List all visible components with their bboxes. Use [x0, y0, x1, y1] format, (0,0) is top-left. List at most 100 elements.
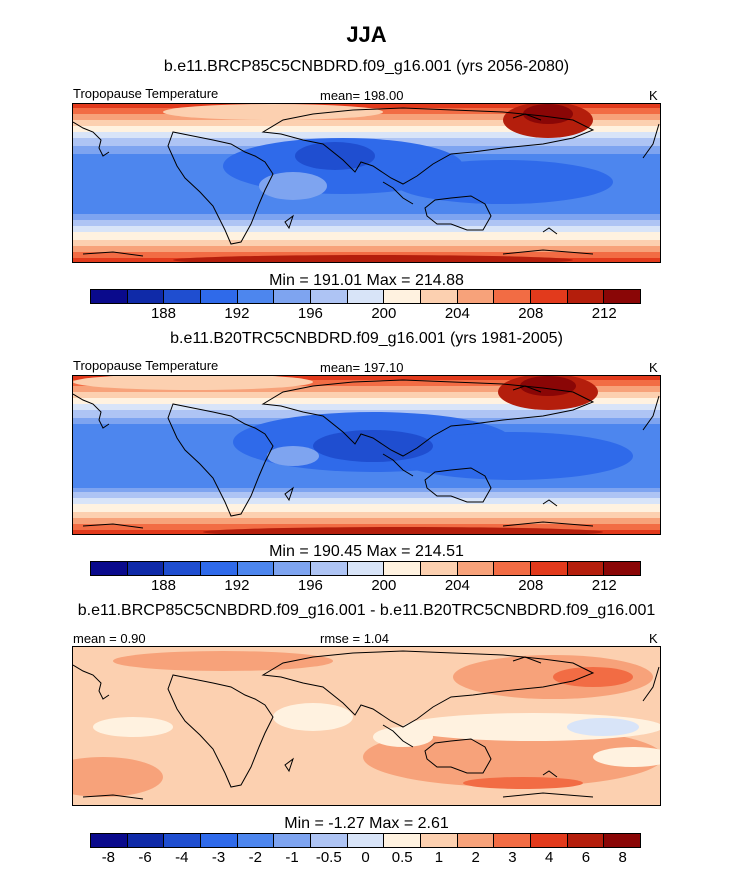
colorbar-tick-label: 200	[371, 305, 397, 322]
colorbar-box	[531, 834, 568, 847]
colorbar-tick-label: 8	[618, 849, 627, 866]
panel2-colorbar-ticks: 188 192 196 200 204 208 212	[90, 577, 641, 597]
colorbar-tick-label: 192	[224, 577, 250, 594]
colorbar-box	[347, 834, 385, 847]
colorbar-box	[347, 562, 385, 575]
colorbar-box	[604, 834, 641, 847]
colorbar-box	[311, 290, 348, 303]
colorbar-box	[421, 562, 458, 575]
colorbar-box	[457, 562, 495, 575]
colorbar-tick-label: 0.5	[391, 849, 413, 866]
colorbar-tick-label: 188	[150, 577, 176, 594]
colorbar-box	[421, 290, 458, 303]
colorbar-tick-label: -2	[248, 849, 262, 866]
panel1-colorbar	[90, 289, 641, 304]
colorbar-tick-label: -3	[211, 849, 226, 866]
panel3-units-label: K	[649, 631, 658, 646]
panel3-rmse-label: rmse = 1.04	[320, 631, 390, 646]
colorbar-box	[237, 834, 275, 847]
colorbar-tick-label: 4	[544, 849, 554, 866]
colorbar-tick-label: 204	[444, 305, 470, 322]
panel3-minmax: Min = -1.27 Max = 2.61	[284, 815, 449, 832]
colorbar-box	[421, 834, 458, 847]
panel3-mean-label: mean = 0.90	[73, 631, 146, 646]
colorbar-tick-label: 200	[371, 577, 397, 594]
colorbar-box	[494, 290, 532, 303]
colorbar-box	[567, 290, 605, 303]
panel3-map	[72, 646, 661, 806]
figure-title: JJA	[346, 22, 387, 47]
colorbar-box	[494, 834, 532, 847]
colorbar-box	[127, 834, 165, 847]
panel1-map	[72, 103, 661, 263]
colorbar-tick-label: -6	[138, 849, 152, 866]
colorbar-box	[91, 562, 128, 575]
panel1-mean-label: mean= 198.00	[320, 88, 404, 103]
panel2-map	[72, 375, 661, 535]
colorbar-tick-label: -8	[101, 849, 116, 866]
panel3-case-title: b.e11.BRCP85C5CNBDRD.f09_g16.001 - b.e11…	[77, 602, 656, 619]
colorbar-tick-label: 208	[518, 305, 544, 322]
colorbar-box	[164, 834, 202, 847]
colorbar-box	[274, 290, 312, 303]
colorbar-box	[274, 834, 312, 847]
colorbar-box	[237, 562, 275, 575]
colorbar-tick-label: 212	[591, 577, 617, 594]
colorbar-box	[237, 290, 275, 303]
colorbar-tick-label: 1	[434, 849, 444, 866]
colorbar-box	[201, 834, 238, 847]
colorbar-box	[347, 290, 385, 303]
colorbar-tick-label: -0.5	[315, 849, 342, 866]
panel2-units-label: K	[649, 360, 658, 375]
colorbar-tick-label: 0	[361, 849, 370, 866]
colorbar-box	[604, 562, 641, 575]
colorbar-box	[201, 290, 238, 303]
colorbar-box	[531, 290, 568, 303]
colorbar-box	[531, 562, 568, 575]
colorbar-tick-label: 212	[591, 305, 617, 322]
colorbar-box	[127, 290, 165, 303]
colorbar-box	[91, 290, 128, 303]
panel1-left-label: Tropopause Temperature	[73, 86, 219, 101]
colorbar-box	[311, 834, 348, 847]
colorbar-box	[91, 834, 128, 847]
panel2-colorbar	[90, 561, 641, 576]
colorbar-tick-label: 3	[508, 849, 517, 866]
panel2-mean-label: mean= 197.10	[320, 360, 404, 375]
panel1-case-title: b.e11.BRCP85C5CNBDRD.f09_g16.001 (yrs 20…	[163, 58, 570, 75]
colorbar-box	[127, 562, 165, 575]
colorbar-box	[164, 562, 202, 575]
colorbar-box	[457, 834, 495, 847]
colorbar-tick-label: 204	[444, 577, 470, 594]
colorbar-box	[201, 562, 238, 575]
colorbar-tick-label: 192	[224, 305, 250, 322]
colorbar-box	[457, 290, 495, 303]
colorbar-tick-label: 208	[518, 577, 544, 594]
panel2-minmax: Min = 190.45 Max = 214.51	[269, 543, 464, 560]
panel2-left-label: Tropopause Temperature	[73, 358, 219, 373]
colorbar-box	[567, 562, 605, 575]
colorbar-tick-label: 196	[297, 577, 323, 594]
colorbar-box	[384, 290, 422, 303]
colorbar-box	[567, 834, 605, 847]
colorbar-tick-label: -1	[285, 849, 299, 866]
colorbar-box	[384, 562, 422, 575]
colorbar-box	[164, 290, 202, 303]
panel1-units-label: K	[649, 88, 658, 103]
colorbar-tick-label: 196	[297, 305, 323, 322]
colorbar-tick-label: 188	[150, 305, 176, 322]
colorbar-box	[384, 834, 422, 847]
panel3-colorbar	[90, 833, 641, 848]
colorbar-box	[494, 562, 532, 575]
colorbar-tick-label: 2	[471, 849, 480, 866]
colorbar-tick-label: 6	[581, 849, 591, 866]
panel2-contour-plot	[73, 376, 660, 534]
colorbar-box	[311, 562, 348, 575]
panel3-contour-plot	[73, 647, 660, 805]
colorbar-box	[604, 290, 641, 303]
colorbar-box	[274, 562, 312, 575]
panel1-colorbar-ticks: 188 192 196 200 204 208 212	[90, 305, 641, 325]
panel1-contour-plot	[73, 104, 660, 262]
panel1-minmax: Min = 191.01 Max = 214.88	[269, 272, 464, 289]
colorbar-tick-label: -4	[175, 849, 189, 866]
